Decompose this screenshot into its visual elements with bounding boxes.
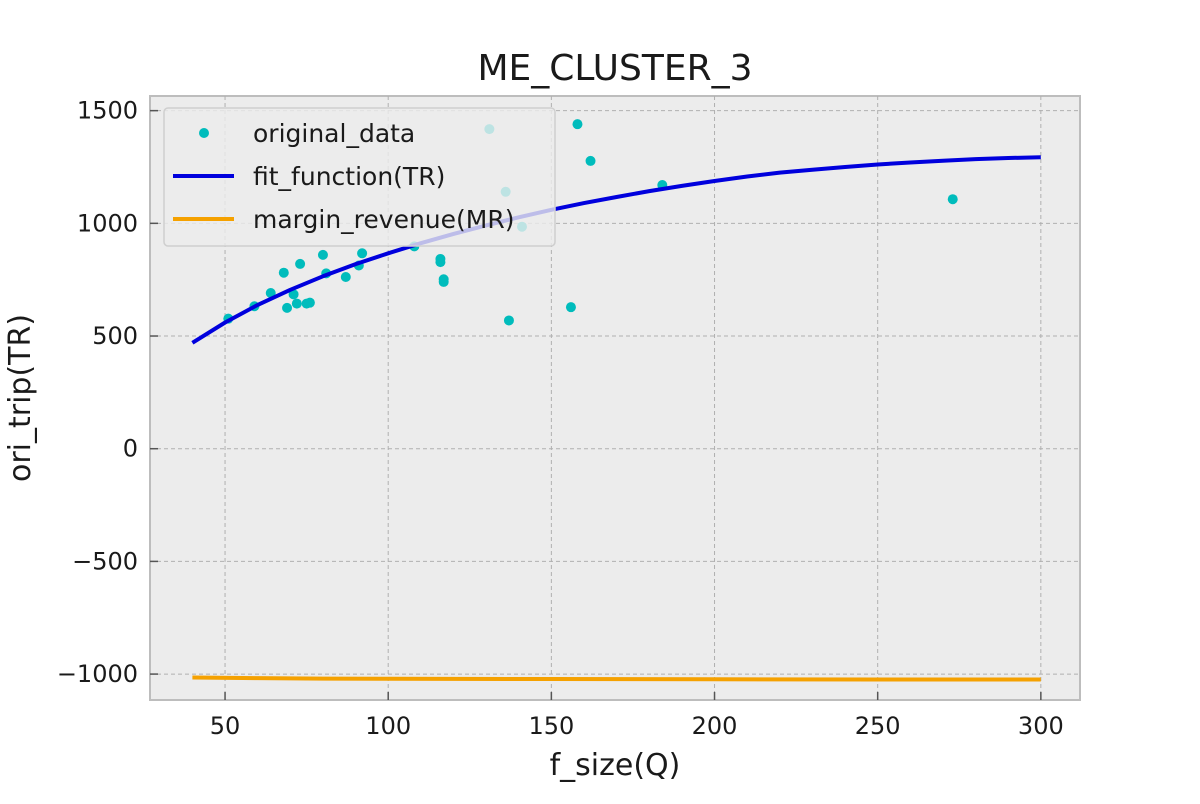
data-point — [317, 249, 328, 260]
x-tick-label: 50 — [210, 712, 241, 740]
data-point — [565, 302, 576, 313]
legend-marker-original-data — [199, 128, 209, 138]
x-tick-label: 100 — [365, 712, 411, 740]
legend-box — [163, 107, 556, 247]
data-point — [288, 289, 299, 300]
data-point — [340, 271, 351, 282]
legend-label-fit-function: fit_function(TR) — [253, 162, 445, 191]
data-point — [435, 257, 446, 268]
x-tick-label: 250 — [855, 712, 901, 740]
data-point — [265, 287, 276, 298]
y-tick-label: 1500 — [77, 97, 138, 125]
data-point — [503, 315, 514, 326]
legend-label-original-data: original_data — [253, 119, 415, 148]
legend-label-margin-revenue: margin_revenue(MR) — [253, 205, 514, 234]
y-tick-label: 0 — [123, 435, 138, 463]
series-line — [191, 155, 1041, 345]
data-point — [282, 302, 293, 313]
y-tick-label: −1000 — [57, 660, 138, 688]
chart-title: ME_CLUSTER_3 — [477, 48, 752, 89]
y-tick-label: 500 — [92, 322, 138, 350]
data-point — [278, 267, 289, 278]
series — [191, 119, 1041, 682]
series-line — [192, 675, 1041, 682]
data-point — [572, 119, 583, 130]
data-point — [291, 298, 302, 309]
x-tick-label: 150 — [528, 712, 574, 740]
x-tick-label: 300 — [1018, 712, 1064, 740]
y-tick-label: −500 — [72, 547, 138, 575]
legend: original_data fit_function(TR) margin_re… — [163, 107, 556, 247]
x-axis-label: f_size(Q) — [550, 748, 681, 783]
data-point — [295, 258, 306, 269]
data-point — [585, 155, 596, 166]
data-point — [357, 248, 368, 259]
x-tick-label: 200 — [692, 712, 738, 740]
data-point — [438, 276, 449, 287]
data-point — [304, 297, 315, 308]
y-tick-label: 1000 — [77, 209, 138, 237]
axis-ticks: 50 100 150 200 250 300 −1000 −500 0 500 1000 1500 — [57, 97, 1064, 740]
y-axis-label: ori_trip(TR) — [3, 314, 38, 482]
data-point — [947, 194, 958, 205]
